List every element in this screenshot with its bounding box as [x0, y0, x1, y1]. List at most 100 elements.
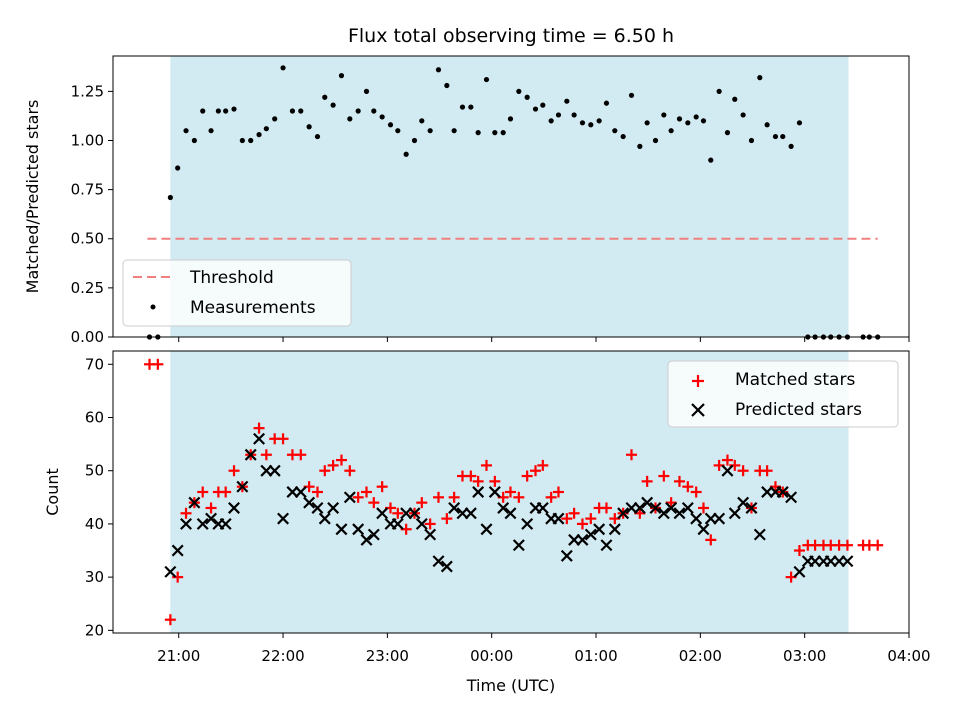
matched-star-point — [576, 518, 588, 530]
predicted-star-stroke-b — [472, 486, 485, 498]
legend-matched-swatch — [692, 375, 704, 387]
predicted-star-point — [303, 496, 316, 509]
matched-star-point — [625, 449, 637, 461]
measurement-point — [620, 133, 626, 140]
predicted-star-stroke-b — [376, 507, 389, 520]
predicted-star-stroke-b — [608, 523, 621, 536]
matched-star-point — [480, 459, 492, 471]
predicted-star-stroke-b — [303, 496, 316, 509]
bottom-x-ticks: 21:00 22:00 23:00 00:00 01:00 02:00 03:00 04:00 — [157, 633, 931, 665]
measurement-point — [685, 120, 691, 126]
measurement-point — [524, 94, 530, 100]
predicted-star-point — [504, 507, 517, 520]
predicted-star-point — [318, 512, 331, 525]
predicted-star-point — [552, 512, 565, 525]
matched-star-point — [585, 513, 597, 525]
measurement-point — [167, 194, 173, 201]
matched-star-point — [432, 491, 444, 503]
matched-star-point — [327, 459, 339, 471]
predicted-star-point — [448, 501, 461, 514]
predicted-star-stroke-b — [673, 507, 686, 520]
bottom-legend: Matched stars Predicted stars — [667, 360, 899, 428]
measurement-point — [700, 118, 707, 124]
measurement-point — [379, 114, 385, 120]
matched-star-point — [416, 497, 428, 509]
measurement-point — [564, 98, 570, 104]
predicted-star-stroke-b — [352, 523, 365, 536]
x-axis-label: Time (UTC) — [466, 676, 555, 695]
top-y-tick-label: 0.00 — [71, 328, 104, 346]
matched-star-point — [665, 497, 677, 509]
bottom-y-axis-label: Count — [43, 468, 62, 516]
measurement-point — [298, 108, 304, 114]
x-tick-label: 01:00 — [574, 647, 617, 665]
measurement-point — [483, 76, 490, 83]
predicted-star-stroke-b — [367, 528, 380, 541]
x-tick-label: 21:00 — [157, 647, 200, 665]
predicted-star-stroke-b — [657, 507, 670, 520]
measurement-point — [500, 130, 506, 136]
predicted-star-point — [536, 501, 549, 514]
matched-star-point — [545, 491, 557, 503]
measurement-point — [314, 133, 321, 140]
bottom-y-tick-label: 20 — [85, 621, 104, 639]
predicted-star-stroke-b — [512, 539, 525, 552]
top-y-tick-label: 1.25 — [71, 82, 104, 100]
bottom-y-tick-label: 50 — [85, 462, 104, 480]
predicted-star-stroke-b — [488, 486, 501, 498]
measurement-point — [468, 104, 474, 110]
measurement-point — [459, 104, 466, 110]
measurement-point — [579, 120, 586, 126]
predicted-star-stroke-b — [745, 501, 758, 514]
predicted-star-stroke-b — [448, 501, 461, 514]
predicted-star-point — [753, 528, 766, 541]
predicted-star-stroke-b — [219, 517, 232, 530]
predicted-star-stroke-b — [327, 501, 340, 514]
matched-star-point — [521, 470, 533, 482]
measurement-point — [355, 108, 361, 114]
predicted-star-stroke-b — [536, 501, 549, 514]
measurement-point — [175, 165, 181, 171]
measurement-point — [764, 122, 770, 128]
measurement-point — [757, 75, 763, 81]
measurement-point — [603, 100, 610, 106]
legend-matched-label: Matched stars — [735, 370, 855, 390]
predicted-star-point — [352, 523, 365, 536]
measurement-point — [748, 137, 755, 144]
measurement-point — [788, 143, 794, 149]
predicted-star-stroke-b — [649, 501, 662, 514]
top-y-axis-label: Matched/Predicted stars — [23, 100, 42, 294]
predicted-star-point — [785, 491, 798, 504]
predicted-star-point — [327, 501, 340, 514]
chart-title: Flux total observing time = 6.50 h — [348, 25, 674, 47]
measurement-point — [191, 137, 197, 144]
x-tick-label: 02:00 — [679, 647, 722, 665]
matched-star-point — [295, 449, 307, 461]
predicted-star-point — [367, 528, 380, 541]
measurement-point — [371, 108, 377, 114]
matched-star-point — [311, 486, 323, 498]
matched-star-point — [260, 449, 272, 461]
matched-star-point — [761, 465, 773, 477]
matched-star-point — [205, 502, 217, 514]
x-tick-label: 00:00 — [470, 647, 513, 665]
measurement-point — [555, 112, 562, 118]
measurement-point — [363, 88, 370, 94]
predicted-star-stroke-b — [690, 512, 703, 525]
predicted-star-stroke-b — [793, 565, 806, 578]
predicted-star-stroke-b — [728, 507, 741, 520]
matched-star-point — [361, 486, 373, 498]
predicted-star-point — [180, 517, 193, 530]
predicted-stars-points — [164, 432, 854, 578]
x-tick-label: 23:00 — [366, 647, 409, 665]
predicted-star-point — [171, 544, 184, 557]
predicted-star-point — [633, 501, 646, 514]
matched-star-point — [561, 513, 573, 525]
predicted-star-point — [617, 507, 630, 520]
matched-star-point — [220, 486, 232, 498]
predicted-star-stroke-b — [497, 501, 510, 514]
predicted-star-stroke-b — [633, 501, 646, 514]
measurement-point — [628, 92, 635, 98]
predicted-star-stroke-b — [311, 501, 324, 514]
matched-stars-points — [144, 358, 884, 626]
